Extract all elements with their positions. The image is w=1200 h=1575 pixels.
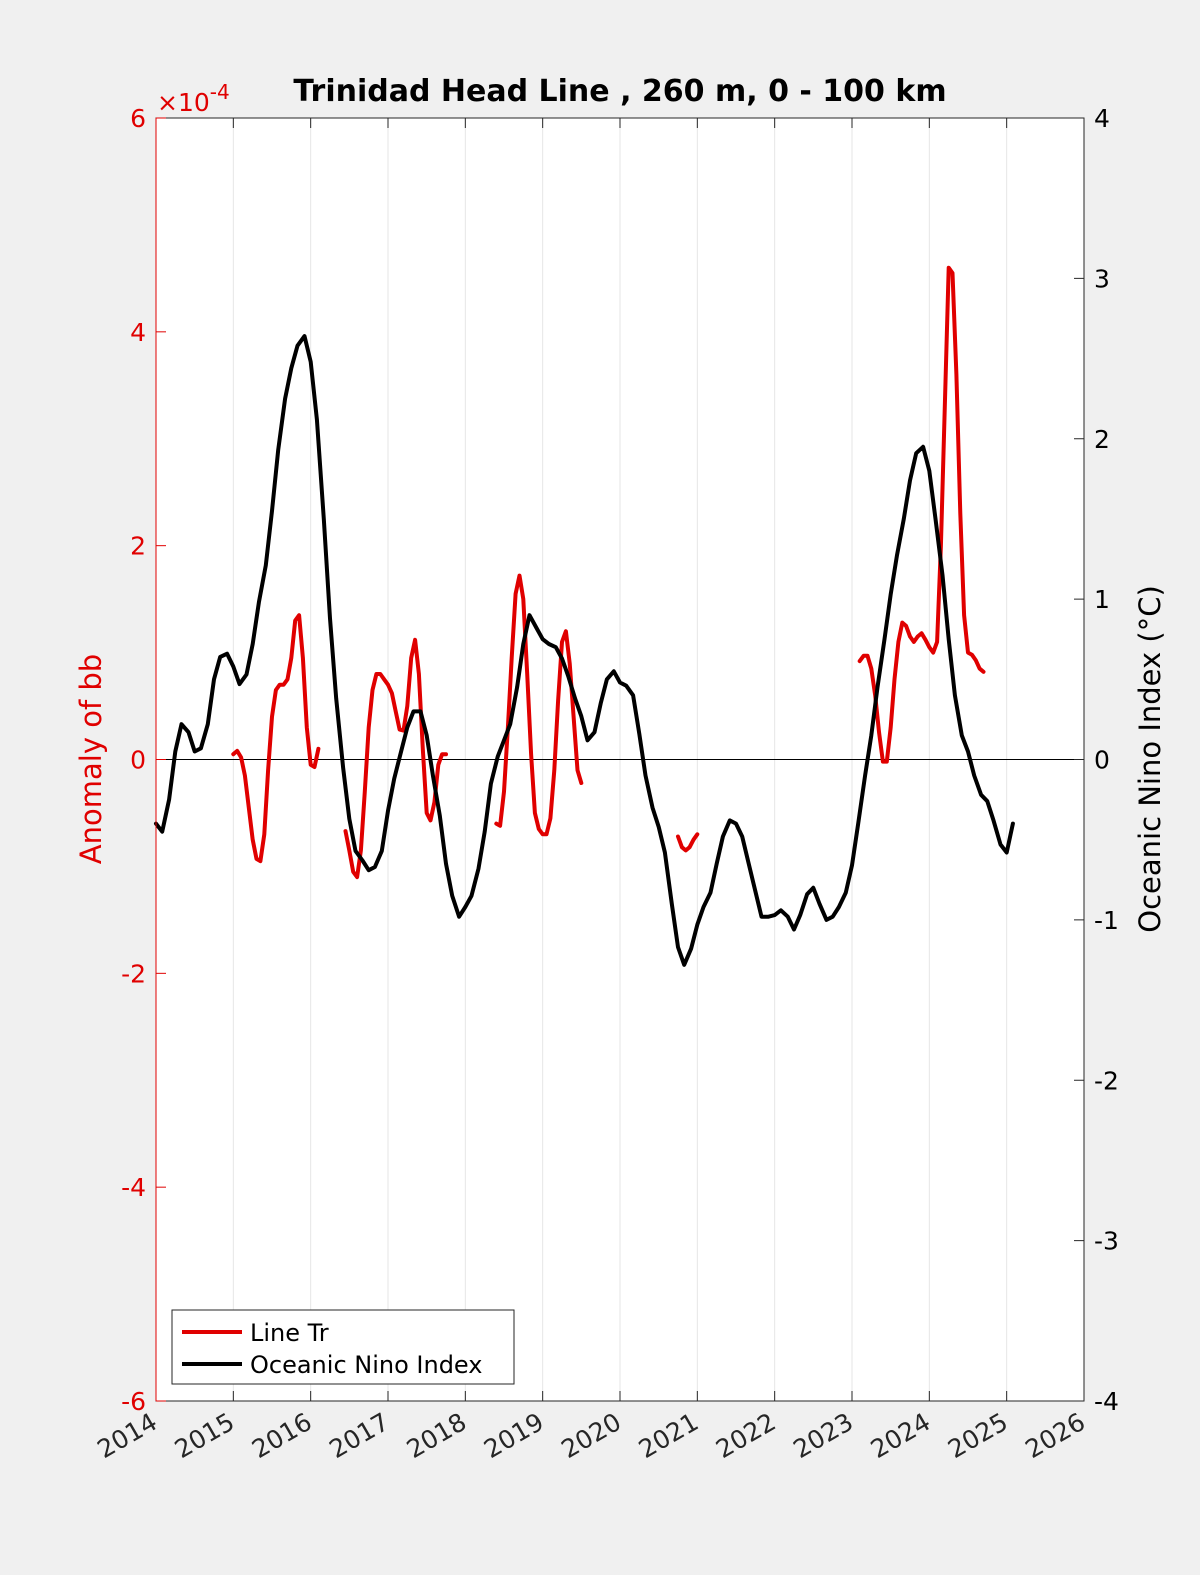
legend-label-oni: Oceanic Nino Index: [250, 1351, 482, 1379]
y-left-tick-label: 0: [130, 746, 146, 775]
y-right-tick-label: -4: [1094, 1387, 1119, 1416]
y-right-tick-label: 4: [1094, 104, 1110, 133]
y-right-tick-label: -3: [1094, 1227, 1119, 1256]
series-line-tr: [676, 832, 700, 853]
y-left-tick-label: -2: [121, 959, 146, 988]
y-left-tick-label: -6: [121, 1387, 146, 1416]
y-right-tick-label: 2: [1094, 425, 1110, 454]
y-right-tick-label: -2: [1094, 1066, 1119, 1095]
legend-box: [171, 1309, 515, 1385]
series-oceanic-nino-index: [154, 334, 1015, 967]
exponent-base: ×10: [157, 88, 210, 117]
legend-label-line-tr: Line Tr: [250, 1319, 329, 1347]
y-right-tick-label: 1: [1094, 585, 1110, 614]
y-left-label: Anomaly of bb: [74, 654, 108, 864]
y-right-label: Oceanic Nino Index (°C): [1133, 585, 1167, 933]
y-left-tick-label: 2: [130, 532, 146, 561]
y-right-tick-label: -1: [1094, 906, 1119, 935]
legend: Line Tr Oceanic Nino Index: [171, 1309, 515, 1385]
y-left-tick-label: 4: [130, 318, 146, 347]
y-left-exponent: ×10-4: [157, 80, 230, 117]
series-layer: [154, 265, 1015, 967]
exponent-power: -4: [210, 80, 230, 104]
y-right-tick-label: 0: [1094, 746, 1110, 775]
series-line-tr: [343, 637, 448, 880]
series-line-tr: [857, 265, 986, 764]
y-right-tick-label: 3: [1094, 264, 1110, 293]
series-line-tr: [494, 573, 584, 837]
y-left-tick-label: 6: [130, 104, 146, 133]
chart-title: Trinidad Head Line , 260 m, 0 - 100 km: [293, 74, 946, 109]
y-left-tick-label: -4: [121, 1173, 146, 1202]
y-left-axis: -6 -4 -2 0 2 4 6: [121, 104, 166, 1416]
y-right-axis: -4 -3 -2 -1 0 1 2 3 4: [1074, 104, 1119, 1416]
series-line-tr: [231, 613, 321, 864]
